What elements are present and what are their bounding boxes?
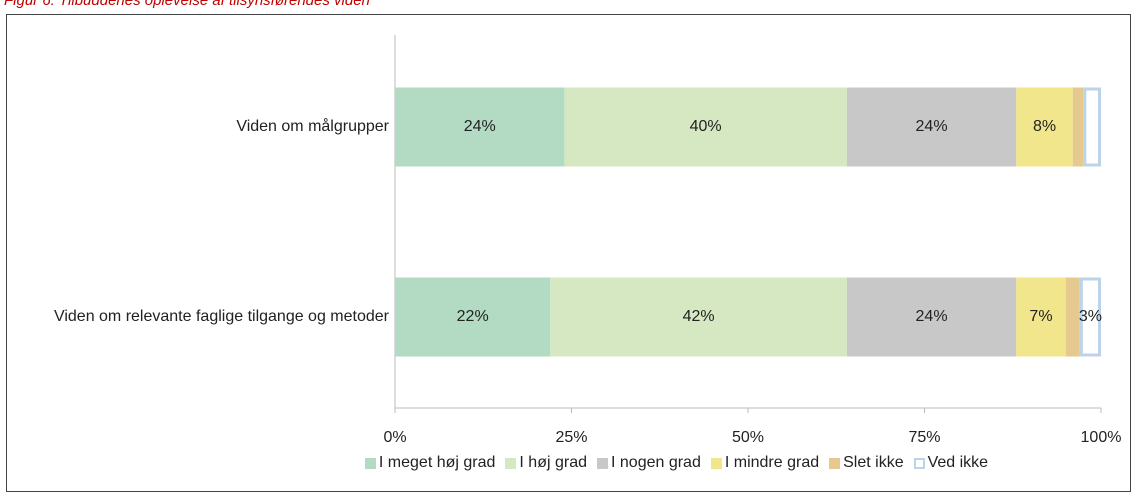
category-text: Viden om målgrupper — [236, 118, 389, 135]
data-label: 8% — [1033, 118, 1056, 135]
legend-item: Ved ikke — [913, 454, 989, 472]
legend-label: I mindre grad — [724, 454, 820, 471]
data-label: 24% — [916, 118, 948, 135]
legend-swatch — [364, 457, 376, 469]
bar-segment — [1072, 87, 1084, 167]
x-tick-label: 75% — [908, 429, 940, 446]
legend-swatch — [913, 457, 925, 469]
legend-label: Slet ikke — [843, 454, 904, 471]
chart-frame — [6, 14, 1131, 492]
legend-label: I nogen grad — [611, 454, 701, 471]
legend-label: Ved ikke — [927, 454, 989, 471]
legend-swatch — [597, 457, 608, 469]
legend-item: I meget høj grad — [364, 454, 496, 472]
data-label: 40% — [690, 118, 722, 135]
x-tick-label: 50% — [732, 429, 764, 446]
legend-swatch — [829, 457, 841, 469]
legend-label: I høj grad — [519, 454, 587, 471]
bar-segment — [395, 277, 551, 357]
data-label: 3% — [1079, 308, 1102, 325]
x-tick-label: 25% — [555, 429, 587, 446]
legend-item: I nogen grad — [597, 454, 701, 472]
bar-segment — [550, 277, 847, 357]
legend-swatch — [505, 457, 517, 469]
legend-item: I mindre grad — [710, 454, 820, 472]
data-label: 7% — [1029, 308, 1052, 325]
category-label: Viden om relevante faglige tilgange og m… — [6, 277, 389, 357]
bar-segment — [1016, 87, 1073, 167]
data-label: 22% — [457, 308, 489, 325]
chart-title: Figur 6: Tilbuddenes oplevelse af tilsyn… — [4, 0, 370, 9]
legend-item: Slet ikke — [829, 454, 904, 472]
legend: I meget høj grad I høj grad I nogen grad I … — [0, 454, 1133, 472]
bar-segment — [1079, 277, 1101, 357]
data-label: 42% — [683, 308, 715, 325]
bar-segment — [564, 87, 847, 167]
legend-label: I meget høj grad — [378, 454, 496, 471]
legend-swatch — [710, 457, 722, 469]
bar-segment — [1065, 277, 1080, 357]
category-text: Viden om relevante faglige tilgange og m… — [53, 308, 389, 325]
bar-segment — [1016, 277, 1066, 357]
bar-segment — [846, 277, 1017, 357]
bar-segment — [846, 87, 1017, 167]
legend-item: I høj grad — [505, 454, 587, 472]
x-tick-label: 100% — [1081, 429, 1122, 446]
x-tick-label: 0% — [383, 429, 406, 446]
category-label: Viden om målgrupper — [6, 87, 389, 167]
bar-segment — [395, 87, 565, 167]
data-label: 24% — [916, 308, 948, 325]
bar-segment — [1083, 87, 1101, 167]
data-label: 24% — [464, 118, 496, 135]
